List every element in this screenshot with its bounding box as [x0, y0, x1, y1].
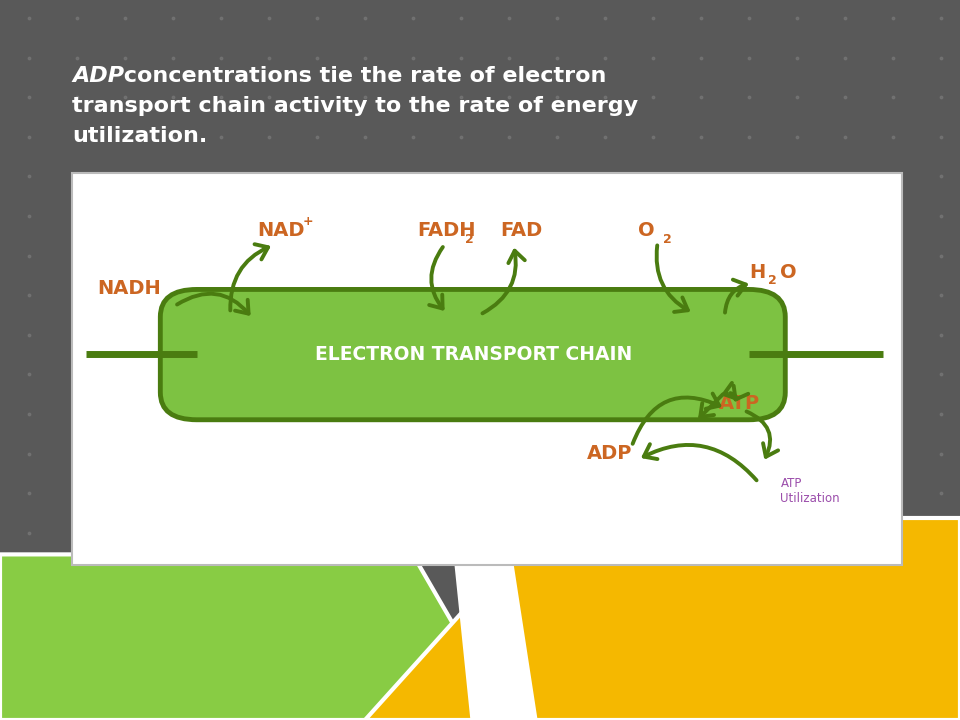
FancyBboxPatch shape — [160, 289, 785, 420]
Text: ATP
Utilization: ATP Utilization — [780, 477, 840, 505]
FancyBboxPatch shape — [72, 173, 902, 565]
Text: NAD: NAD — [257, 221, 304, 240]
Text: O: O — [780, 263, 796, 282]
Text: H: H — [749, 263, 765, 282]
Text: FAD: FAD — [500, 221, 542, 240]
Text: ELECTRON TRANSPORT CHAIN: ELECTRON TRANSPORT CHAIN — [315, 345, 632, 364]
Polygon shape — [365, 518, 960, 720]
Text: utilization.: utilization. — [72, 126, 207, 146]
Text: transport chain activity to the rate of energy: transport chain activity to the rate of … — [72, 96, 638, 116]
Text: NADH: NADH — [98, 279, 161, 297]
Text: ADP: ADP — [72, 66, 124, 86]
Text: +: + — [302, 215, 313, 228]
Text: FADH: FADH — [418, 221, 476, 240]
Polygon shape — [0, 554, 509, 720]
Text: O: O — [638, 221, 655, 240]
Text: concentrations tie the rate of electron: concentrations tie the rate of electron — [116, 66, 607, 86]
Text: 2: 2 — [465, 233, 473, 246]
Text: ATP: ATP — [719, 394, 759, 413]
Text: 2: 2 — [768, 274, 777, 287]
Polygon shape — [451, 533, 538, 720]
Text: ADP: ADP — [587, 444, 633, 463]
Text: 2: 2 — [663, 233, 672, 246]
